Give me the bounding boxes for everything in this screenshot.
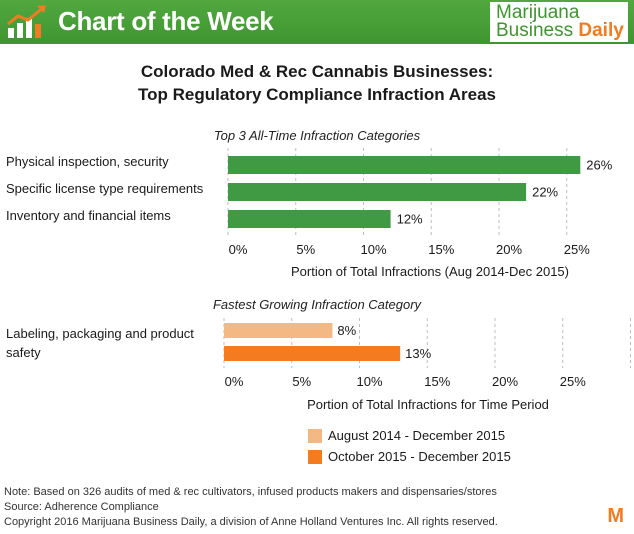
x-axis-label: Portion of Total Infractions for Time Pe… [307,397,549,412]
footer-note: Note: Based on 326 audits of med & rec c… [4,486,497,498]
brand-line1: Marijuana [496,2,580,23]
legend-swatch-oct2015 [308,450,322,464]
bar-value-label: 12% [397,212,423,227]
chart2-category-label-line1: Labeling, packaging and product [6,326,194,341]
chart-title-line2: Top Regulatory Compliance Infraction Are… [137,85,496,104]
chart2-plot: 8% 13% 0% 5% 10% 15% 20% 25% Portion of Total In… [223,318,631,412]
bar [228,210,391,228]
m-logo-icon: M [607,505,624,527]
x-axis-label: Portion of Total Infractions (Aug 2014-D… [291,264,569,279]
x-tick-label: 5% [296,242,315,257]
header-banner: Chart of the Week Marijuana Business Dai… [0,0,634,44]
chart2-subtitle: Fastest Growing Infraction Category [212,297,422,312]
legend-label-oct2015: October 2015 - December 2015 [328,449,511,464]
x-tick-label: 10% [360,242,386,257]
bar-value-label: 26% [586,158,612,173]
bar-value-label: 22% [532,185,558,200]
x-tick-label: 15% [428,242,454,257]
x-tick-label: 0% [225,374,244,389]
x-tick-label: 25% [560,374,586,389]
chart1-plot: 26% 22% 12% 0% 5% 10% 15% 20% 25% Portion of Tota… [227,148,613,279]
bar [224,323,333,338]
bar-value-label: 8% [337,323,356,338]
chart-title-line1: Colorado Med & Rec Cannabis Businesses: [140,62,494,81]
brand-logo: Marijuana Business Daily [490,2,628,42]
x-tick-label: 10% [356,374,382,389]
x-tick-label: 25% [564,242,590,257]
x-tick-label: 0% [229,242,248,257]
chart1-category-label: Physical inspection, security [6,154,169,169]
chart1-subtitle: Top 3 All-Time Infraction Categories [213,128,421,143]
footer-source: Source: Adherence Compliance [4,501,159,513]
bar [224,346,401,361]
chart1-category-label: Specific license type requirements [6,181,204,196]
x-tick-label: 20% [496,242,522,257]
header-title: Chart of the Week [58,6,274,36]
chart2-category-label-line2: safety [6,345,41,360]
brand-line2: Business Daily [496,20,624,42]
x-tick-label: 15% [424,374,450,389]
legend-swatch-aug2014 [308,429,322,443]
chart1-category-label: Inventory and financial items [6,208,171,223]
bar [228,183,527,201]
x-tick-label: 20% [492,374,518,389]
brand-daily: Daily [578,20,624,41]
x-tick-label: 5% [292,374,311,389]
brand-business: Business [496,20,579,41]
footer-copyright: Copyright 2016 Marijuana Business Daily,… [4,516,498,528]
legend-label-aug2014: August 2014 - December 2015 [328,428,506,443]
chart-logo-icon [7,5,46,38]
bar [228,156,581,174]
bar-value-label: 13% [405,346,431,361]
